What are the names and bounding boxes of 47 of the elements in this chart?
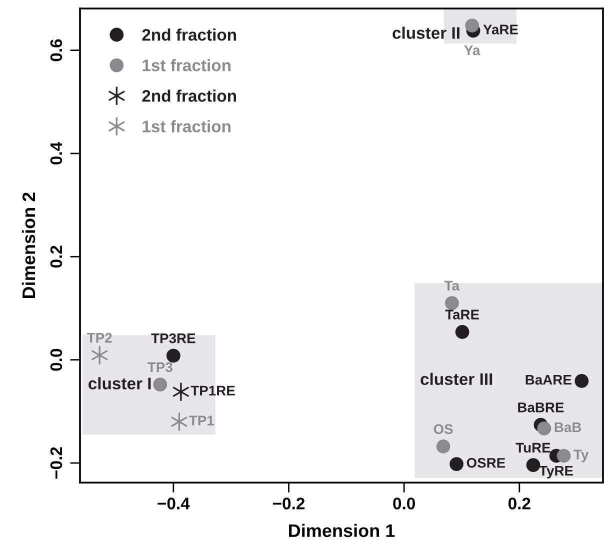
point — [450, 457, 464, 471]
legend-label: 1st fraction — [142, 120, 230, 132]
annotation: TP3 — [148, 362, 172, 372]
band-label: cluster III — [420, 372, 492, 386]
legend-label: 1st fraction — [142, 59, 230, 72]
x-tick-label: 0.2 — [508, 498, 530, 510]
point — [526, 458, 540, 472]
annotation: TP1 — [189, 416, 214, 426]
annotation: TP1RE — [190, 386, 235, 396]
point — [444, 296, 459, 310]
point — [166, 348, 180, 363]
y-tick-label: 0.2 — [50, 246, 62, 268]
annotation: Ty — [574, 450, 589, 462]
annotation: TP3RE — [151, 333, 196, 344]
annotation: OSRE — [466, 458, 506, 468]
x-tick-label: 0.0 — [393, 498, 415, 510]
point — [537, 421, 552, 436]
x-tick-label: −0.2 — [272, 498, 305, 510]
point — [556, 448, 571, 463]
annotation: TuRE — [516, 442, 550, 453]
annotation: BaB — [554, 422, 582, 432]
point — [170, 412, 188, 432]
point — [574, 374, 589, 388]
y-tick-label: −0.2 — [50, 447, 62, 479]
point — [436, 440, 450, 454]
annotation: TP2 — [87, 332, 112, 343]
annotation: BaARE — [526, 375, 572, 385]
annotation: TyRE — [539, 466, 573, 478]
x-tick-label: −0.4 — [158, 498, 190, 510]
annotation: TaRE — [445, 310, 479, 320]
band-label: cluster I — [88, 377, 151, 390]
y-tick-label: 0.0 — [50, 348, 62, 371]
annotation: BaBRE — [518, 402, 564, 412]
point — [455, 325, 470, 339]
annotation: Ta — [444, 280, 460, 291]
point — [153, 378, 168, 392]
band-label: cluster II — [392, 26, 460, 39]
annotation: YaRE — [483, 24, 518, 34]
legend-label: 2nd fraction — [142, 90, 236, 102]
y-tick-label: 0.4 — [50, 142, 62, 164]
point — [465, 18, 480, 32]
annotation: OS — [434, 424, 453, 434]
x-axis-title: Dimension 1 — [289, 524, 395, 538]
y-tick-label: 0.6 — [50, 39, 62, 62]
annotation: Ya — [464, 45, 480, 56]
legend-label: 2nd fraction — [142, 28, 236, 41]
y-axis-title: Dimension 2 — [22, 192, 36, 298]
